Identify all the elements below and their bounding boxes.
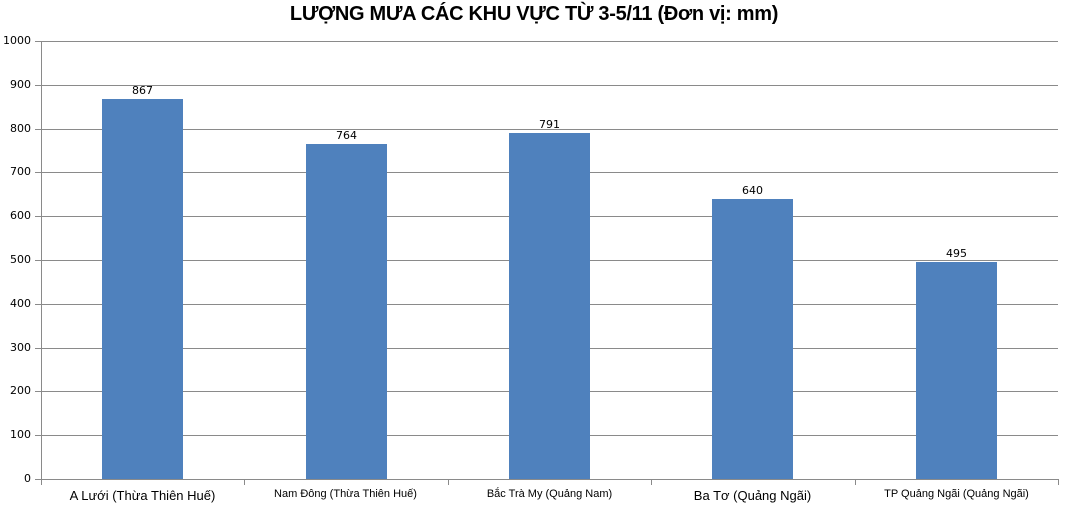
bar <box>916 262 997 479</box>
x-tick-label: TP Quảng Ngãi (Quảng Ngãi) <box>884 488 1029 500</box>
data-label: 764 <box>336 129 357 142</box>
x-tick-label: A Lưới (Thừa Thiên Huế) <box>69 488 216 503</box>
x-tick <box>855 479 856 485</box>
y-tick-label: 800 <box>10 122 31 135</box>
y-tick-label: 600 <box>10 209 31 222</box>
x-tick-label: Bắc Trà My (Quảng Nam) <box>486 488 613 500</box>
y-tick-label: 100 <box>10 428 31 441</box>
y-tick-label: 1000 <box>3 34 31 47</box>
y-tick <box>35 129 41 130</box>
y-tick-label: 500 <box>10 253 31 266</box>
data-label: 640 <box>742 184 763 197</box>
y-tick-label: 300 <box>10 341 31 354</box>
x-tick-label: Nam Đông (Thừa Thiên Huế) <box>274 488 417 500</box>
y-axis <box>41 41 42 480</box>
y-tick <box>35 391 41 392</box>
y-tick-label: 0 <box>24 472 31 485</box>
x-tick <box>448 479 449 485</box>
data-label: 495 <box>946 247 967 260</box>
gridline <box>41 85 1058 86</box>
bar <box>306 144 387 479</box>
y-tick-label: 400 <box>10 297 31 310</box>
y-tick <box>35 435 41 436</box>
y-tick-label: 200 <box>10 384 31 397</box>
x-tick <box>651 479 652 485</box>
bar <box>102 99 183 479</box>
x-tick <box>244 479 245 485</box>
bar <box>712 199 793 479</box>
y-tick <box>35 479 41 480</box>
x-tick-label: Ba Tơ (Quảng Ngãi) <box>693 488 812 503</box>
y-tick <box>35 41 41 42</box>
y-tick-label: 700 <box>10 165 31 178</box>
y-tick <box>35 216 41 217</box>
data-label: 867 <box>132 84 153 97</box>
gridline <box>41 41 1058 42</box>
bar <box>509 133 590 479</box>
chart-title: LƯỢNG MƯA CÁC KHU VỰC TỪ 3-5/11 (Đơn vị:… <box>289 3 779 25</box>
y-tick <box>35 260 41 261</box>
x-tick <box>1058 479 1059 485</box>
gridline <box>41 129 1058 130</box>
x-tick <box>41 479 42 485</box>
y-tick <box>35 348 41 349</box>
y-tick <box>35 172 41 173</box>
y-tick <box>35 304 41 305</box>
data-label: 791 <box>539 118 560 131</box>
x-axis <box>41 479 1058 480</box>
y-tick-label: 900 <box>10 78 31 91</box>
y-tick <box>35 85 41 86</box>
